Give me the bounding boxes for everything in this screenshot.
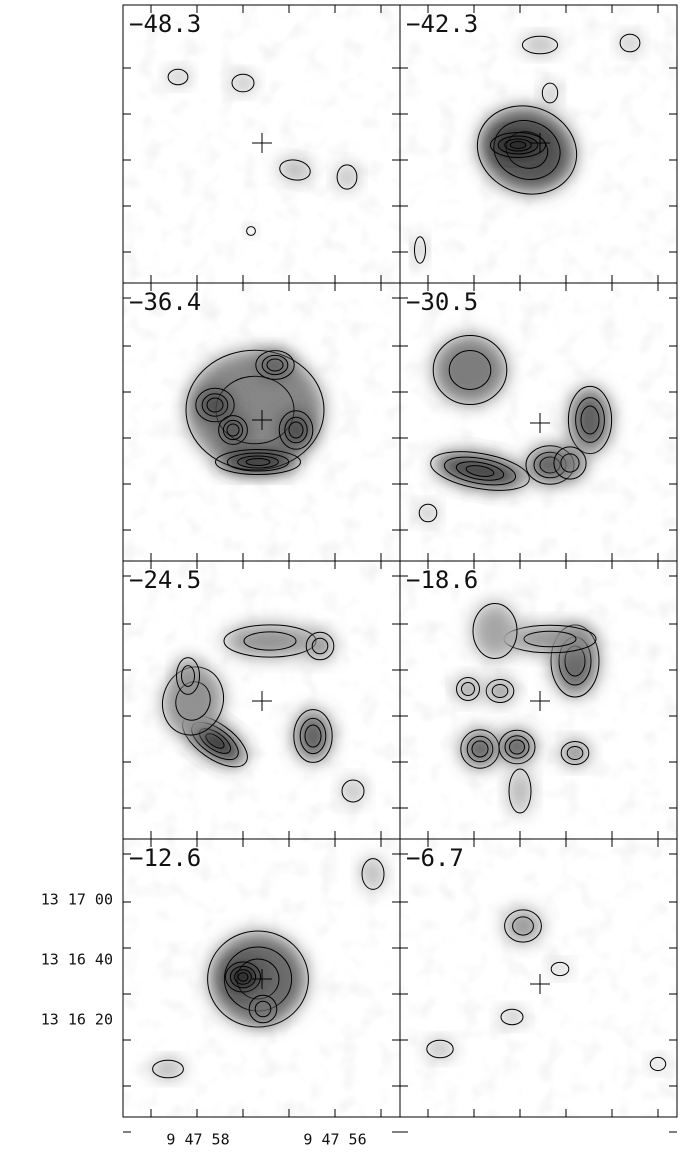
channel-label: −12.6 bbox=[129, 844, 201, 872]
channel-label: −36.4 bbox=[129, 288, 201, 316]
x-tick-label: 9 47 58 bbox=[166, 1131, 229, 1149]
y-tick-label: 13 16 40 bbox=[41, 951, 113, 969]
channel-label: −18.6 bbox=[406, 566, 478, 594]
y-tick-label: 13 16 20 bbox=[41, 1011, 113, 1029]
channel-label: −30.5 bbox=[406, 288, 478, 316]
figure: −48.3−42.3−36.4−30.5−24.5−18.6−12.6−6.7 … bbox=[0, 0, 693, 1152]
emission bbox=[227, 963, 259, 991]
channel-label: −48.3 bbox=[129, 10, 201, 38]
emission bbox=[219, 451, 297, 474]
channel-label: −24.5 bbox=[129, 566, 201, 594]
emission bbox=[493, 134, 544, 157]
x-tick-label: 9 47 56 bbox=[303, 1131, 366, 1149]
emission bbox=[472, 602, 518, 660]
channel-label: −6.7 bbox=[406, 844, 464, 872]
y-tick-label: 13 17 00 bbox=[41, 891, 113, 909]
channel-label: −42.3 bbox=[406, 10, 478, 38]
